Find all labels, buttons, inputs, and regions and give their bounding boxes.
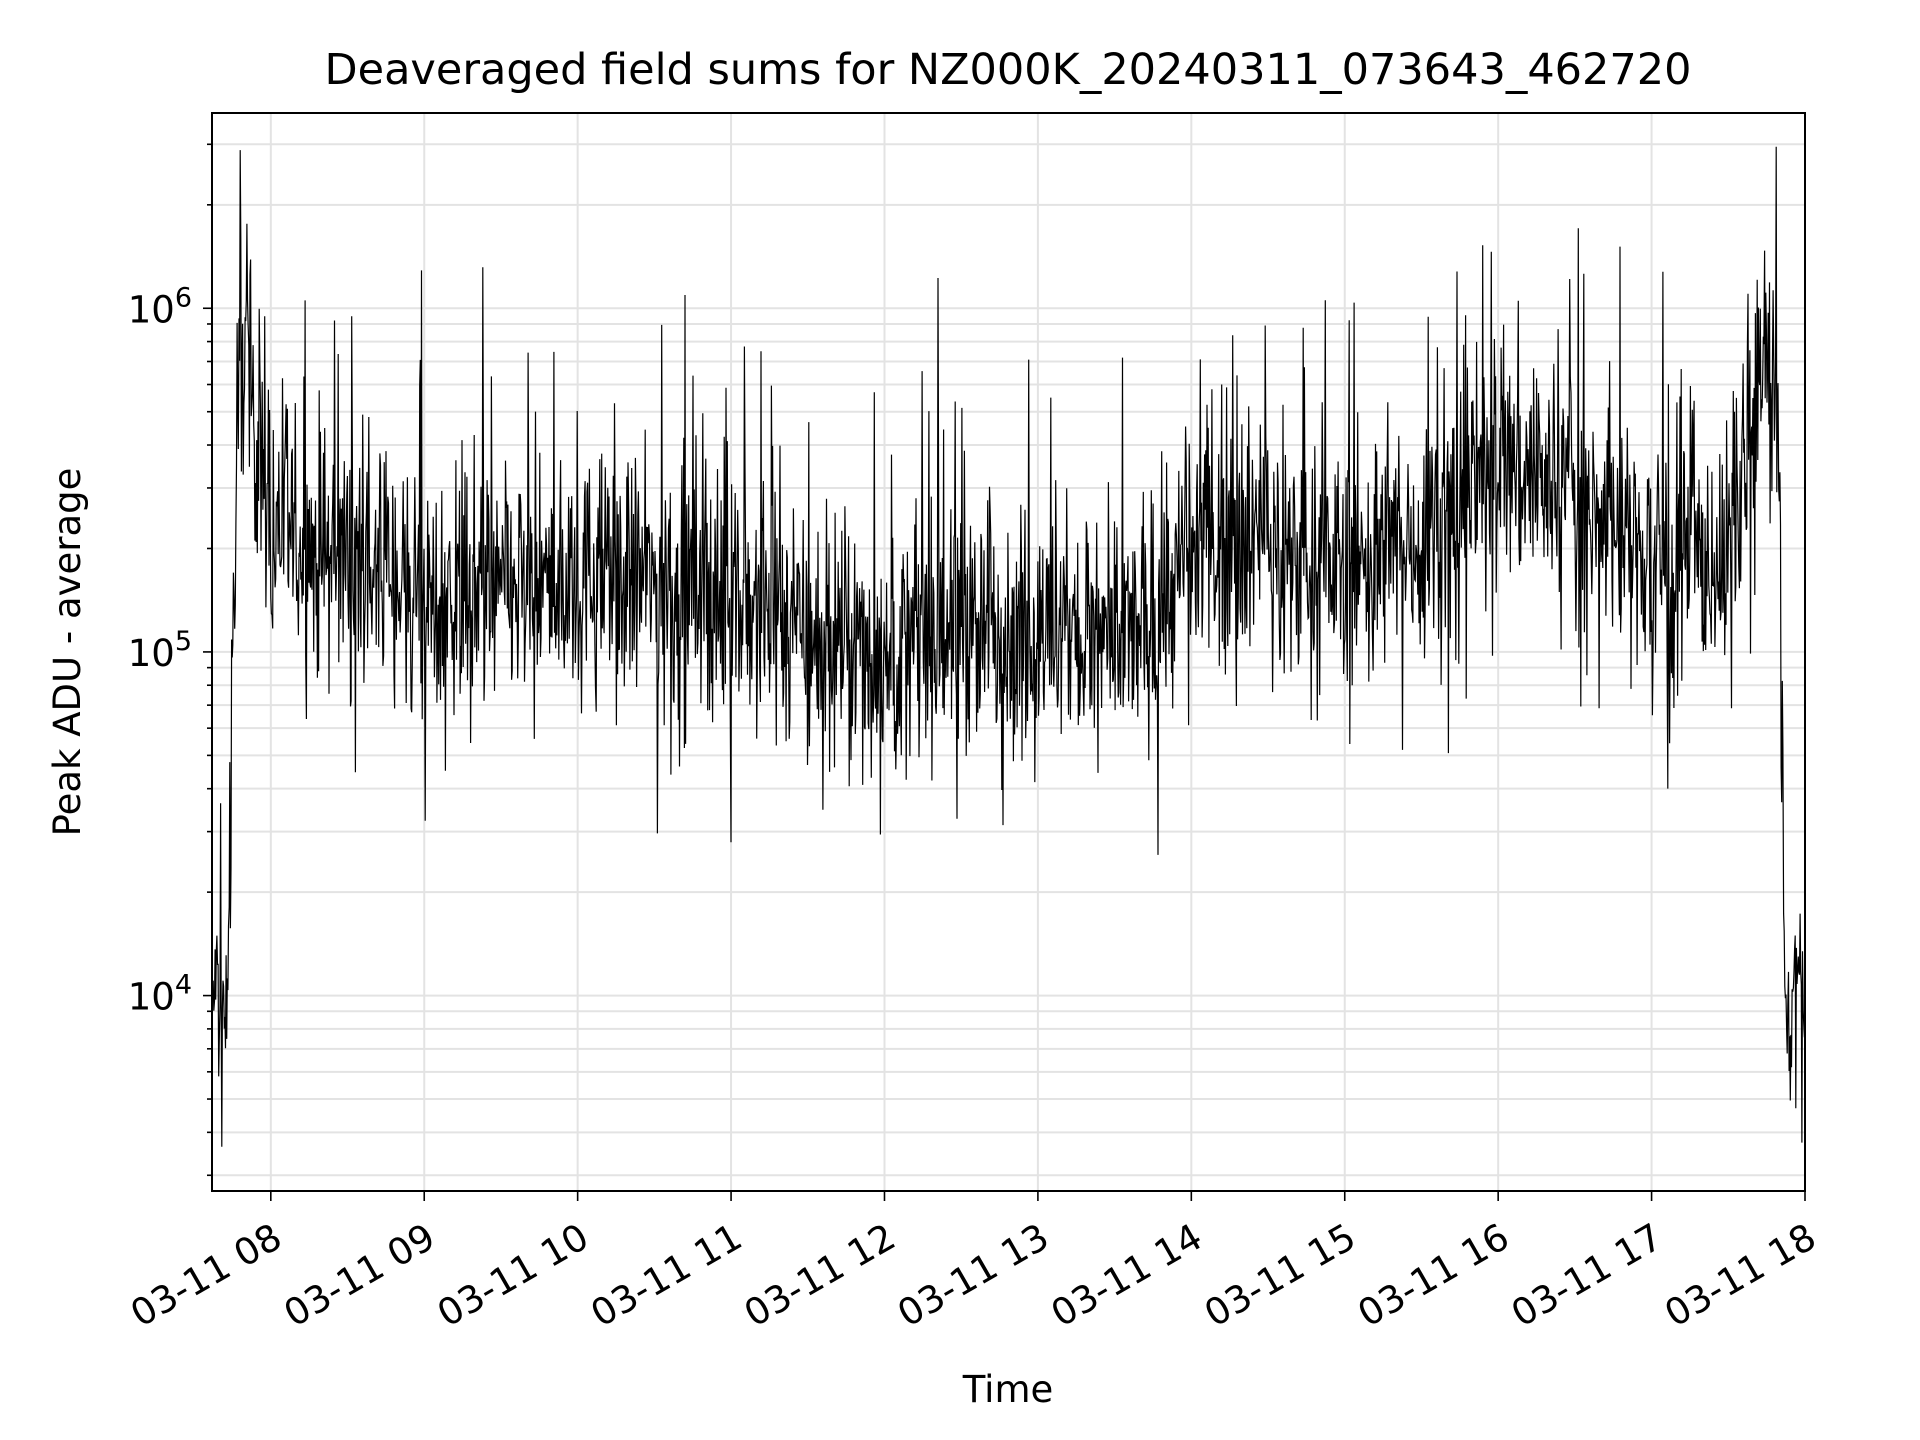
x-tick-label: 03-11 18 [1658,1215,1824,1335]
x-tick-label: 03-11 10 [430,1215,596,1335]
x-tick-label: 03-11 12 [737,1215,903,1335]
x-tick-label: 03-11 17 [1504,1215,1670,1335]
x-tick-label: 03-11 09 [277,1215,443,1335]
y-axis-label: Peak ADU - average [46,468,89,837]
x-tick-label: 03-11 11 [584,1215,750,1335]
y-axis-ticks: 104 105 106 [128,143,212,1177]
y-tick-label: 105 [128,626,192,675]
series-line [211,146,1806,1147]
x-axis-label: Time [962,1368,1054,1411]
x-tick-label: 03-11 15 [1197,1215,1363,1335]
y-tick-label: 104 [128,970,192,1019]
series-line-path [211,146,1806,1147]
chart-title: Deaveraged field sums for NZ000K_2024031… [325,45,1692,95]
x-tick-label: 03-11 14 [1044,1215,1210,1335]
x-tick-label: 03-11 08 [123,1215,289,1335]
x-tick-label: 03-11 13 [890,1215,1056,1335]
y-tick-label: 106 [128,282,192,331]
x-tick-label: 03-11 16 [1351,1215,1517,1335]
grid-lines [212,113,1806,1191]
